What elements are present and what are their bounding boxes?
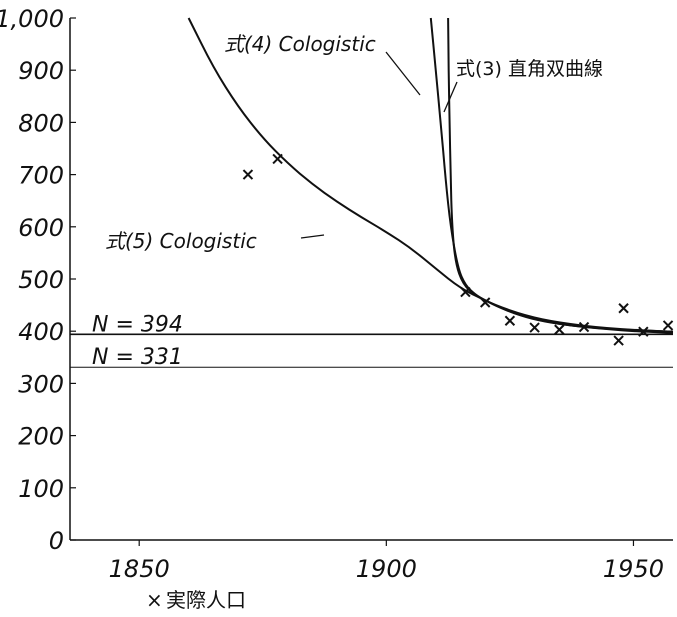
observed-point bbox=[479, 297, 491, 308]
marker-stroke bbox=[242, 169, 254, 180]
legend-label: 実際人口 bbox=[166, 588, 246, 612]
marker-stroke bbox=[662, 320, 674, 331]
eq4-annotation: 式(4) Cologistic bbox=[224, 32, 376, 56]
legend: × 実際人口 bbox=[146, 588, 246, 612]
observed-point bbox=[460, 286, 471, 298]
observed-point bbox=[618, 303, 629, 314]
y-tick-label: 200 bbox=[18, 423, 64, 451]
x-tick-label: 1850 bbox=[109, 555, 170, 583]
legend-marker: × bbox=[146, 588, 163, 612]
observed-point bbox=[504, 315, 516, 326]
marker-stroke bbox=[618, 303, 629, 314]
observed-point bbox=[613, 335, 624, 346]
observed-point bbox=[529, 322, 540, 333]
marker-stroke bbox=[504, 315, 516, 326]
y-tick-label: 1,000 bbox=[0, 5, 64, 33]
observed-point bbox=[242, 169, 254, 180]
reference-line-label: N = 331 bbox=[92, 345, 183, 370]
observed-point bbox=[662, 320, 674, 331]
y-tick-label: 700 bbox=[18, 162, 64, 190]
marker-stroke bbox=[272, 153, 283, 165]
observed-point bbox=[272, 153, 283, 165]
y-tick-label: 400 bbox=[18, 318, 64, 346]
marker-stroke bbox=[638, 326, 649, 337]
y-tick-label: 100 bbox=[18, 475, 64, 503]
eq4-leader bbox=[385, 51, 421, 96]
observed-point bbox=[638, 326, 649, 337]
marker-stroke bbox=[554, 324, 565, 335]
plot-frame bbox=[69, 17, 673, 546]
y-tick-label: 500 bbox=[18, 266, 64, 294]
y-axis-tick-labels: 0 100 200 300 400 500 600 700 800 900 1,000 bbox=[0, 5, 64, 555]
observed-markers bbox=[242, 153, 674, 346]
series-curve bbox=[447, 17, 674, 333]
annotations: 式(4) Cologistic 式(3) 直角双曲線 式(5) Cologist… bbox=[105, 32, 603, 253]
curves bbox=[187, 17, 674, 334]
y-tick-label: 800 bbox=[18, 109, 64, 137]
eq3-annotation: 式(3) 直角双曲線 bbox=[456, 58, 603, 80]
marker-stroke bbox=[529, 322, 540, 333]
marker-stroke bbox=[479, 297, 491, 308]
y-tick-label: 300 bbox=[18, 370, 64, 398]
eq3-leader bbox=[443, 81, 458, 113]
x-tick-label: 1900 bbox=[356, 555, 417, 583]
x-tick-label: 1950 bbox=[603, 555, 664, 583]
y-tick-label: 0 bbox=[49, 527, 64, 555]
observed-point bbox=[554, 324, 565, 335]
eq5-annotation: 式(5) Cologistic bbox=[105, 229, 257, 253]
x-axis-tick-labels: 1850 1900 1950 bbox=[109, 555, 664, 583]
reference-line-label: N = 394 bbox=[92, 312, 183, 337]
reference-lines: N = 394 N = 331 bbox=[70, 312, 673, 370]
marker-stroke bbox=[460, 286, 471, 298]
marker-stroke bbox=[578, 321, 590, 333]
y-tick-label: 900 bbox=[18, 57, 64, 85]
eq5-leader bbox=[300, 234, 325, 239]
marker-stroke bbox=[613, 335, 624, 346]
observed-point bbox=[578, 321, 590, 333]
y-tick-label: 600 bbox=[18, 214, 64, 242]
